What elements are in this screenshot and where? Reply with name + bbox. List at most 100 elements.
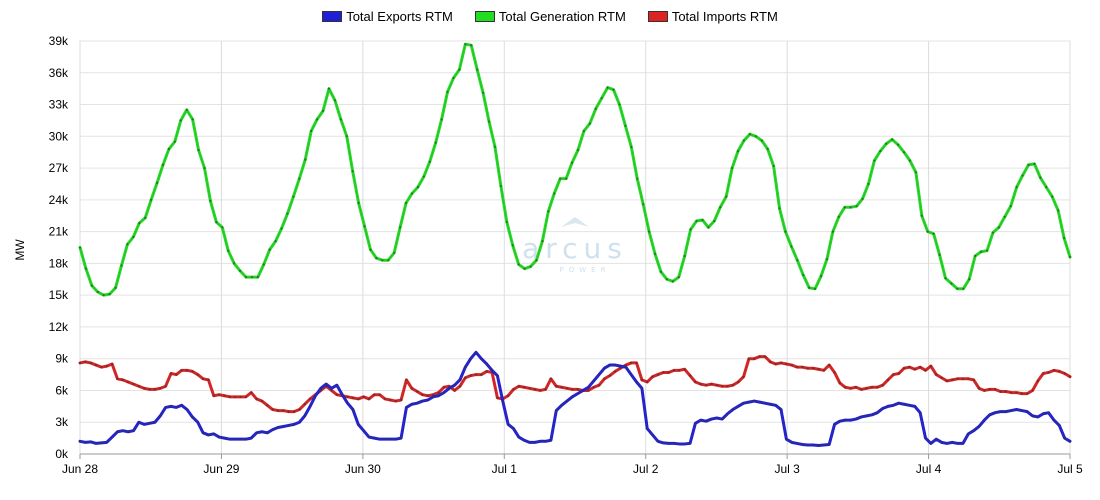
data-point-total-generation-rtm xyxy=(440,118,443,121)
data-point-total-imports-rtm xyxy=(196,373,199,376)
data-point-total-exports-rtm xyxy=(635,380,638,384)
data-point-total-exports-rtm xyxy=(715,416,718,420)
data-point-total-imports-rtm xyxy=(967,377,970,380)
data-point-total-exports-rtm xyxy=(854,417,858,421)
data-point-total-generation-rtm xyxy=(310,129,313,133)
data-point-total-exports-rtm xyxy=(464,366,467,369)
data-point-total-exports-rtm xyxy=(828,443,831,446)
data-point-total-imports-rtm xyxy=(383,397,387,401)
data-point-total-imports-rtm xyxy=(726,385,729,388)
data-point-total-generation-rtm xyxy=(144,216,147,219)
data-point-total-imports-rtm xyxy=(812,367,815,370)
data-point-total-generation-rtm xyxy=(203,166,206,170)
data-point-total-imports-rtm xyxy=(116,377,119,380)
data-point-total-generation-rtm xyxy=(351,170,354,173)
data-point-total-generation-rtm xyxy=(677,276,680,279)
data-point-total-exports-rtm xyxy=(180,404,183,407)
data-point-total-imports-rtm xyxy=(496,396,499,399)
data-point-total-exports-rtm xyxy=(244,438,247,441)
data-point-total-generation-rtm xyxy=(238,269,242,272)
data-point-total-generation-rtm xyxy=(155,181,159,184)
data-point-total-exports-rtm xyxy=(218,435,221,439)
data-point-total-imports-rtm xyxy=(795,366,799,369)
y-tick-label: 3k xyxy=(55,415,69,429)
data-point-total-imports-rtm xyxy=(678,369,681,372)
data-point-total-imports-rtm xyxy=(453,389,456,392)
data-point-total-imports-rtm xyxy=(699,383,702,386)
data-point-total-generation-rtm xyxy=(316,118,319,121)
data-point-total-imports-rtm xyxy=(399,398,403,402)
data-point-total-imports-rtm xyxy=(191,370,194,373)
logo-chevron-icon xyxy=(561,217,589,227)
data-point-total-generation-rtm xyxy=(434,141,437,144)
data-point-total-generation-rtm xyxy=(559,177,562,180)
data-point-total-exports-rtm xyxy=(881,407,884,410)
legend-item-generation[interactable]: Total Generation RTM xyxy=(474,6,626,26)
data-point-total-exports-rtm xyxy=(678,442,681,446)
data-point-total-imports-rtm xyxy=(474,373,478,376)
data-point-total-exports-rtm xyxy=(357,423,360,426)
data-point-total-generation-rtm xyxy=(132,235,135,239)
data-point-total-imports-rtm xyxy=(731,384,734,387)
data-point-total-exports-rtm xyxy=(544,440,547,443)
data-point-total-imports-rtm xyxy=(410,387,413,390)
data-point-total-imports-rtm xyxy=(1020,392,1023,395)
data-point-total-exports-rtm xyxy=(169,405,173,408)
legend: Total Exports RTM Total Generation RTM T… xyxy=(0,6,1100,26)
data-point-total-exports-rtm xyxy=(860,415,863,419)
data-point-total-imports-rtm xyxy=(528,387,531,390)
data-point-total-exports-rtm xyxy=(512,427,515,430)
data-point-total-exports-rtm xyxy=(758,401,761,404)
legend-item-exports[interactable]: Total Exports RTM xyxy=(322,6,453,26)
data-point-total-generation-rtm xyxy=(108,292,111,296)
data-point-total-generation-rtm xyxy=(78,246,82,249)
data-point-total-exports-rtm xyxy=(983,419,986,422)
data-point-total-exports-rtm xyxy=(1031,414,1034,417)
data-point-total-generation-rtm xyxy=(553,192,556,195)
data-point-total-generation-rtm xyxy=(1045,186,1048,189)
data-point-total-generation-rtm xyxy=(950,282,953,285)
data-point-total-generation-rtm xyxy=(855,205,858,208)
data-point-total-generation-rtm xyxy=(464,43,467,46)
data-point-total-generation-rtm xyxy=(665,278,668,281)
data-point-total-imports-rtm xyxy=(614,370,617,373)
data-point-total-generation-rtm xyxy=(719,206,722,209)
data-point-total-generation-rtm xyxy=(849,206,852,209)
data-point-total-generation-rtm xyxy=(422,175,425,178)
data-point-total-imports-rtm xyxy=(464,376,467,379)
data-point-total-imports-rtm xyxy=(860,388,863,391)
data-point-total-exports-rtm xyxy=(351,408,355,411)
data-point-total-imports-rtm xyxy=(630,361,633,365)
data-point-total-exports-rtm xyxy=(469,357,472,360)
data-point-total-imports-rtm xyxy=(148,388,151,391)
data-point-total-exports-rtm xyxy=(688,442,692,445)
data-point-total-generation-rtm xyxy=(150,198,153,201)
data-point-total-imports-rtm xyxy=(1010,391,1013,394)
data-point-total-generation-rtm xyxy=(173,140,176,143)
data-point-total-generation-rtm xyxy=(250,276,254,279)
data-point-total-imports-rtm xyxy=(983,389,986,392)
data-point-total-exports-rtm xyxy=(458,378,462,381)
data-point-total-generation-rtm xyxy=(84,267,88,270)
data-point-total-exports-rtm xyxy=(228,438,231,441)
y-tick-label: 0k xyxy=(55,447,69,461)
y-tick-label: 9k xyxy=(55,352,69,366)
legend-item-imports[interactable]: Total Imports RTM xyxy=(647,6,778,26)
data-point-total-imports-rtm xyxy=(255,397,258,401)
data-point-total-exports-rtm xyxy=(501,399,504,403)
data-point-total-generation-rtm xyxy=(896,143,900,146)
data-point-total-generation-rtm xyxy=(938,253,941,257)
data-point-total-imports-rtm xyxy=(351,396,355,399)
data-point-total-imports-rtm xyxy=(688,374,692,377)
data-point-total-exports-rtm xyxy=(250,437,253,440)
data-point-total-imports-rtm xyxy=(512,388,515,391)
data-point-total-generation-rtm xyxy=(304,158,307,161)
data-point-total-exports-rtm xyxy=(651,433,654,437)
data-point-total-imports-rtm xyxy=(945,379,949,383)
data-point-total-imports-rtm xyxy=(250,391,253,394)
data-point-total-exports-rtm xyxy=(972,429,975,432)
data-point-total-imports-rtm xyxy=(999,390,1002,393)
data-point-total-imports-rtm xyxy=(143,387,146,390)
data-point-total-generation-rtm xyxy=(683,254,686,258)
